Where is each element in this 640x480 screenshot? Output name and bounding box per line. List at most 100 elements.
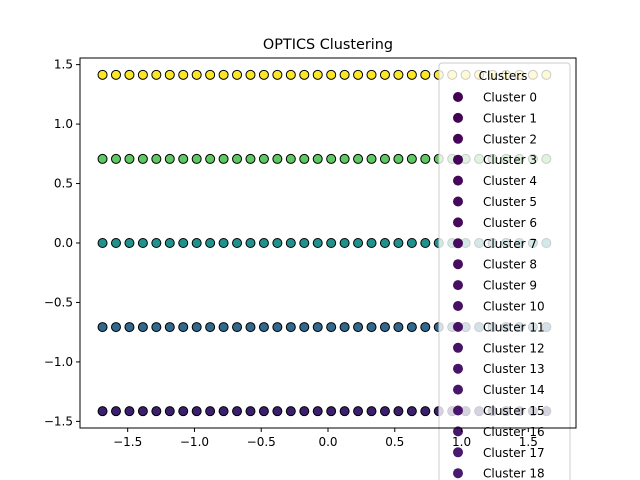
legend-box (438, 62, 571, 480)
chart-title: OPTICS Clustering (263, 37, 393, 53)
scatter-point (191, 406, 202, 417)
scatter-point (420, 406, 431, 417)
scatter-point (137, 322, 148, 333)
scatter-point (393, 153, 404, 164)
legend-label: Cluster 18 (483, 467, 545, 480)
scatter-point (151, 153, 162, 164)
scatter-point (97, 69, 108, 80)
legend-label: Cluster 17 (483, 446, 545, 460)
scatter-point (258, 153, 269, 164)
legend-marker (453, 342, 463, 353)
scatter-point (232, 69, 243, 80)
scatter-point (137, 406, 148, 417)
scatter-point (326, 153, 337, 164)
scatter-point (326, 238, 337, 248)
scatter-point (326, 69, 337, 80)
scatter-point (285, 322, 296, 333)
scatter-point (272, 322, 283, 333)
scatter-point (406, 322, 417, 333)
scatter-point (299, 69, 310, 80)
scatter-point (178, 69, 189, 80)
y-tick-label: 1.5 (54, 58, 73, 72)
scatter-point (339, 406, 350, 417)
scatter-point (353, 69, 364, 80)
scatter-point (258, 406, 269, 417)
scatter-point (137, 238, 148, 248)
scatter-point (285, 153, 296, 164)
y-tick-label: 0.0 (54, 236, 73, 250)
legend-marker (453, 426, 463, 437)
y-tick-label: −1.5 (44, 414, 73, 428)
legend-marker (453, 175, 463, 186)
scatter-point (379, 406, 390, 417)
scatter-point (353, 406, 364, 417)
legend-marker (453, 280, 463, 291)
scatter-point (312, 153, 323, 164)
scatter-point (406, 153, 417, 164)
y-tick-label: −0.5 (44, 295, 73, 309)
scatter-point (164, 238, 175, 248)
scatter-point (97, 322, 108, 333)
scatter-point (366, 406, 377, 417)
scatter-point (124, 153, 135, 164)
scatter-point (191, 69, 202, 80)
x-tick-label: −1.5 (113, 435, 142, 449)
scatter-point (110, 238, 121, 248)
scatter-point (339, 69, 350, 80)
scatter-point (97, 406, 108, 417)
scatter-point (110, 406, 121, 417)
legend-marker (453, 447, 463, 458)
scatter-point (218, 69, 229, 80)
scatter-point (191, 322, 202, 333)
legend-label: Cluster 14 (483, 383, 545, 397)
legend-label: Cluster 3 (483, 153, 537, 167)
scatter-point (124, 322, 135, 333)
y-tick-label: 1.0 (54, 117, 73, 131)
scatter-point (366, 69, 377, 80)
scatter-point (379, 153, 390, 164)
scatter-point (205, 322, 216, 333)
legend-label: Cluster 15 (483, 404, 545, 418)
scatter-point (353, 153, 364, 164)
scatter-point (151, 322, 162, 333)
scatter-point (258, 238, 269, 248)
scatter-point (299, 153, 310, 164)
x-tick-label: 0.0 (318, 435, 337, 449)
scatter-point (232, 406, 243, 417)
scatter-point (164, 406, 175, 417)
scatter-point (339, 322, 350, 333)
scatter-point (366, 238, 377, 248)
x-tick-label: −0.5 (247, 435, 276, 449)
scatter-point (191, 238, 202, 248)
legend-label: Cluster 4 (483, 174, 537, 188)
y-tick-label: 0.5 (54, 177, 73, 191)
scatter-point (151, 69, 162, 80)
scatter-point (272, 406, 283, 417)
legend-marker (453, 405, 463, 416)
axes-layer: −1.5 −1.0 −0.5 0.0 0.5 1.0 1.5 −1.5 −1.0 −0.5 0.0 0… (44, 58, 538, 449)
x-tick-label: 1.0 (452, 435, 471, 449)
scatter-point (326, 406, 337, 417)
scatter-point (218, 406, 229, 417)
x-tick-label: 0.5 (385, 435, 404, 449)
scatter-point (245, 238, 256, 248)
scatter-point (285, 238, 296, 248)
scatter-point (205, 69, 216, 80)
scatter-point (312, 238, 323, 248)
legend: Clusters Cluster 0 Cluster 1 Cluster 2 Clus… (438, 62, 571, 480)
legend-marker (453, 217, 463, 228)
legend-marker (453, 384, 463, 395)
scatter-point (406, 406, 417, 417)
legend-label: Cluster 1 (483, 111, 537, 125)
scatter-point (110, 322, 121, 333)
scatter-point (299, 322, 310, 333)
legend-label: Cluster 2 (483, 132, 537, 146)
scatter-point (406, 238, 417, 248)
scatter-point (151, 238, 162, 248)
scatter-point (124, 69, 135, 80)
scatter-point (178, 406, 189, 417)
legend-label: Cluster 11 (483, 320, 545, 334)
scatter-point (353, 322, 364, 333)
scatter-point (124, 406, 135, 417)
